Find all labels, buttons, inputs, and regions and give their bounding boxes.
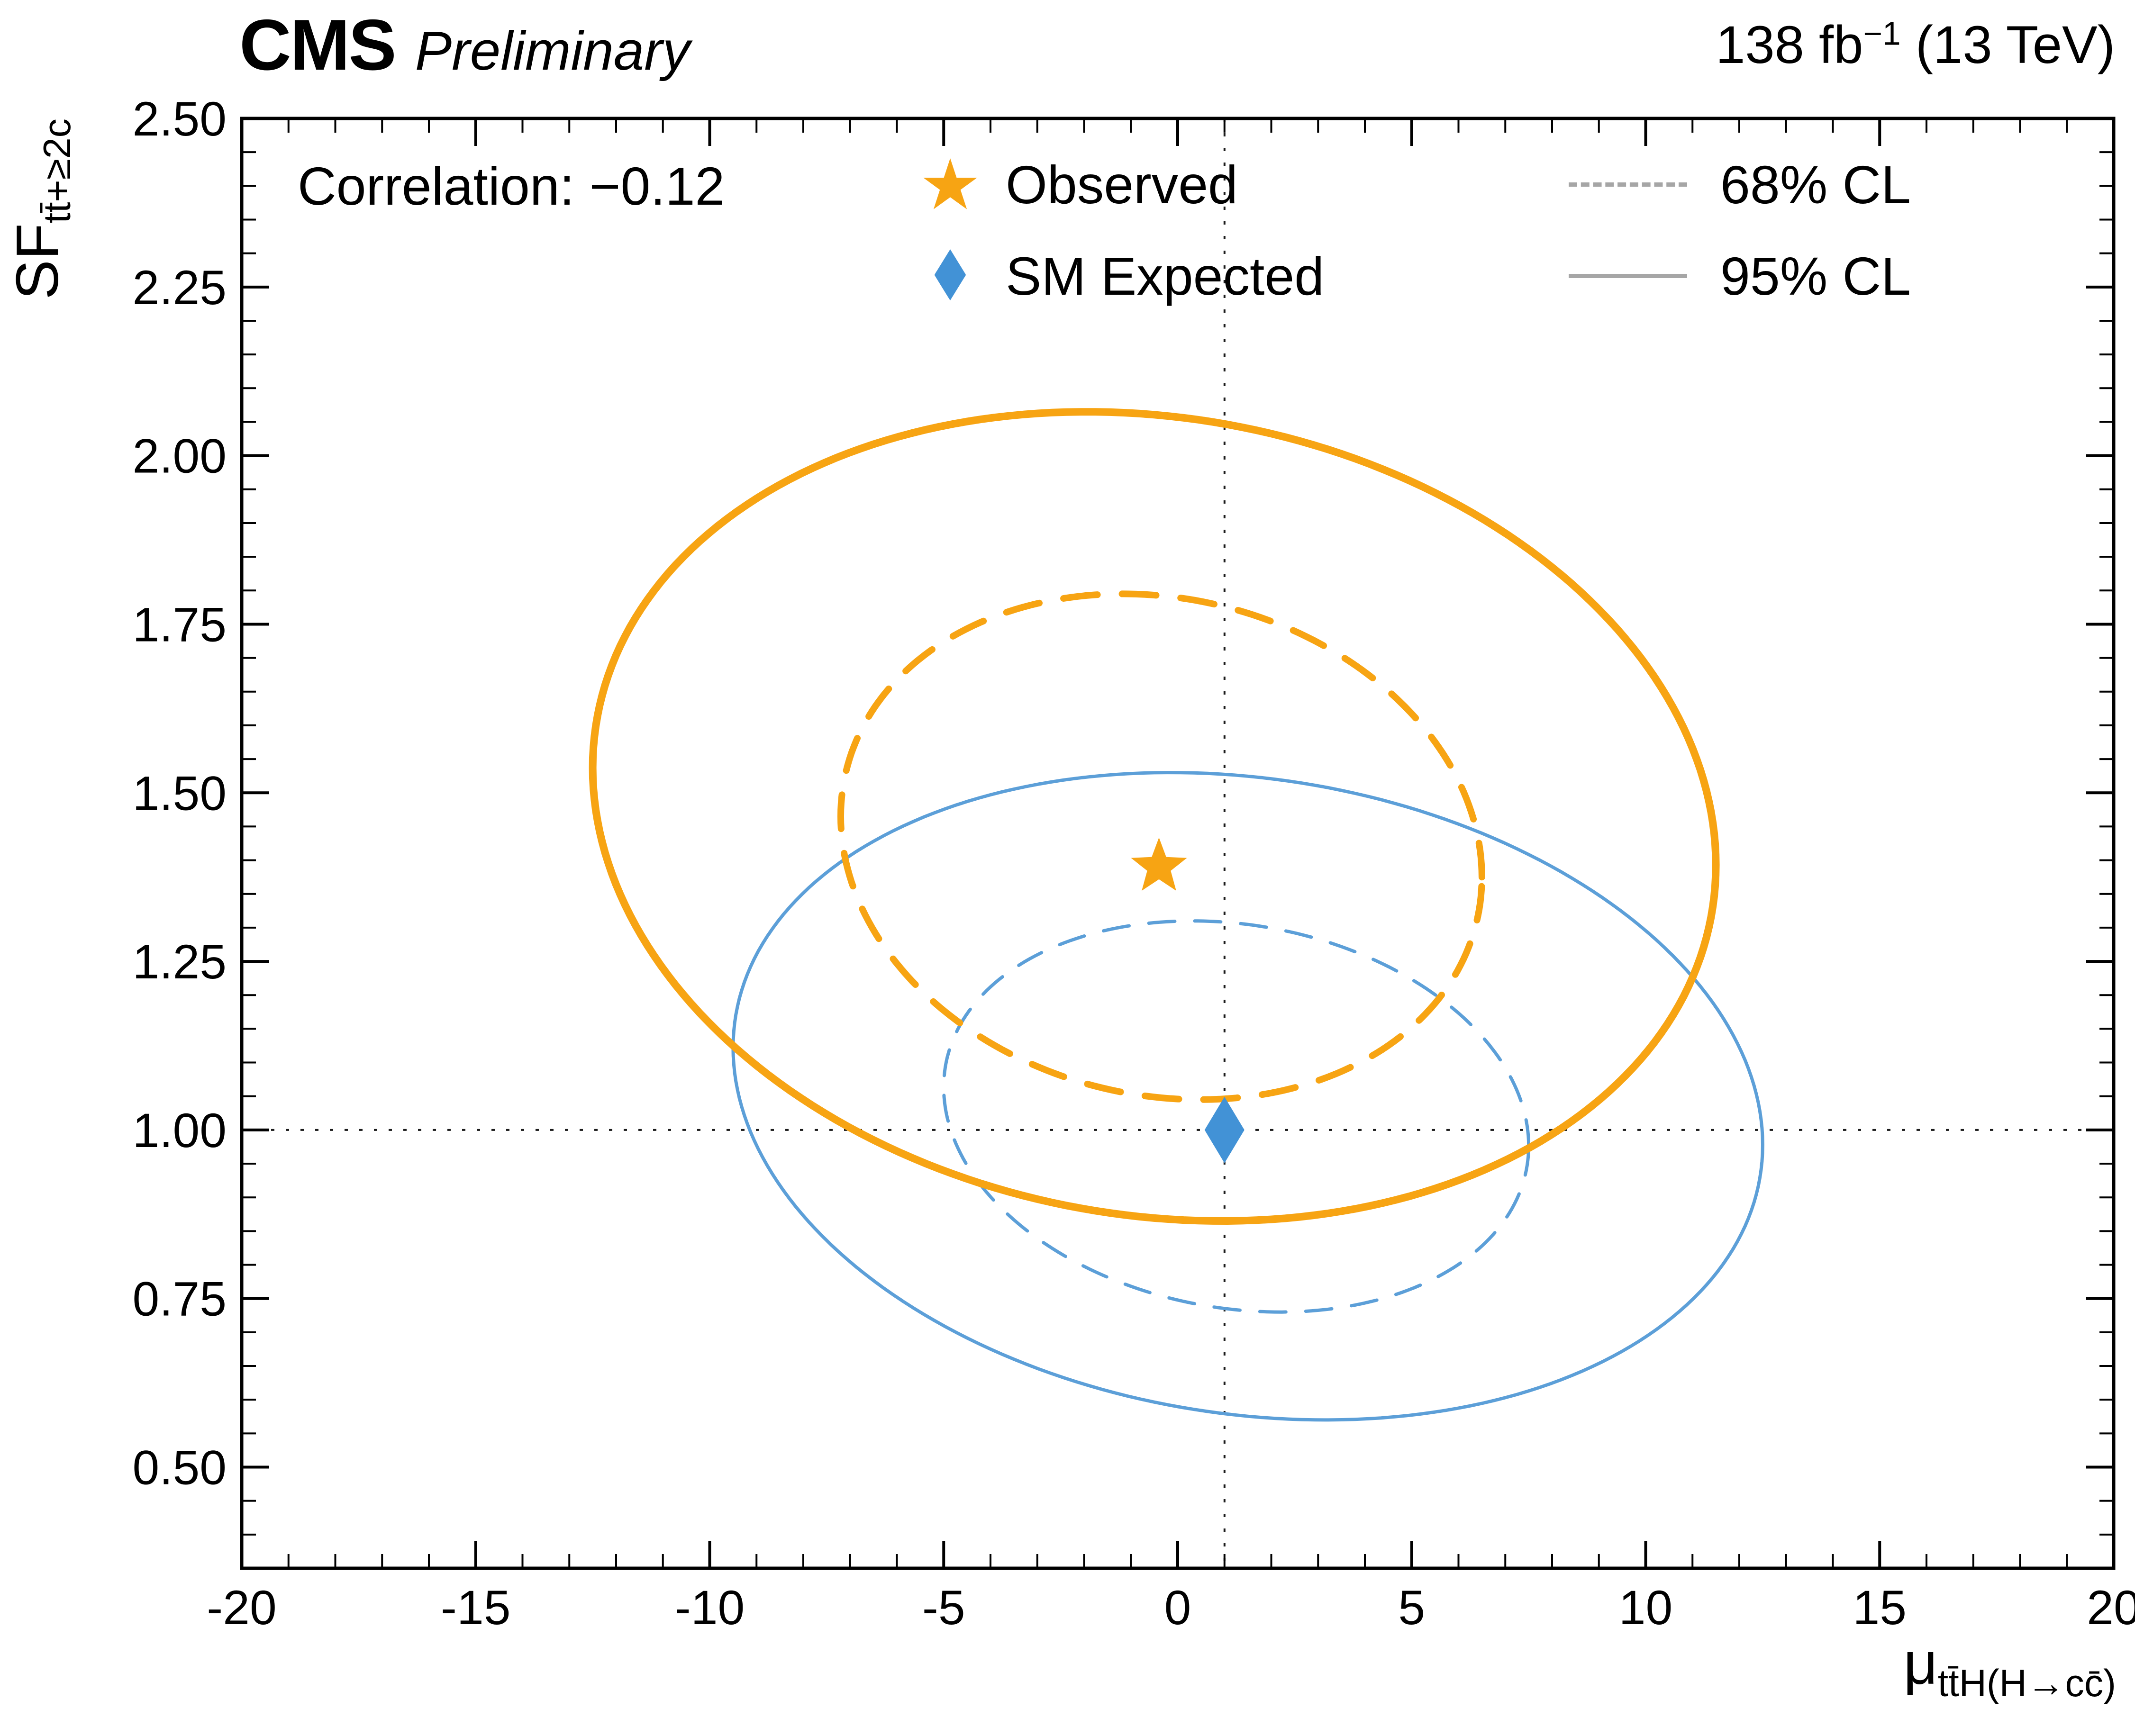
x-axis-title: μtt̄H(H→cc̄) <box>1903 1629 2116 1706</box>
correlation-annotation: Correlation: −0.12 <box>298 156 725 216</box>
lumi-value: 138 fb <box>1716 15 1863 74</box>
observed-68-contour <box>837 590 1485 1103</box>
legend-observed-label: Observed <box>1006 154 1238 215</box>
legend-item-95cl: 95% CL <box>1569 239 1911 313</box>
observed-95-contour <box>589 408 1720 1225</box>
legend-expected-label: SM Expected <box>1006 246 1325 306</box>
x-tick-label: 10 <box>1619 1581 1672 1635</box>
x-tick-label: -15 <box>441 1581 510 1635</box>
x-tick-label: 20 <box>2087 1581 2135 1635</box>
plot-frame <box>240 117 2116 1570</box>
lumi-energy: (13 TeV) <box>1900 15 2115 74</box>
expected-68-contour <box>942 919 1531 1314</box>
legend-item-68cl: 68% CL <box>1569 148 1911 221</box>
preliminary-label: Preliminary <box>415 20 690 81</box>
y-tick-label: 1.00 <box>132 1103 227 1157</box>
legend-item-observed: ★ Observed <box>900 148 1238 221</box>
solid-line-icon <box>1569 274 1687 278</box>
y-axis-title-sub: tt̄+≥2c <box>36 118 79 224</box>
cms-logo-text: CMS <box>239 5 397 85</box>
legend-95cl-label: 95% CL <box>1720 246 1911 306</box>
y-axis-title-main: SF <box>4 223 71 300</box>
header: CMS Preliminary <box>239 4 690 87</box>
x-tick-label: 15 <box>1853 1581 1907 1635</box>
legend-68cl-label: 68% CL <box>1720 154 1911 215</box>
y-tick-label: 0.75 <box>132 1272 227 1326</box>
observed-best-fit-marker <box>1131 837 1187 891</box>
sm-expected-marker <box>1204 1096 1245 1163</box>
x-axis-title-sub: tt̄H(H→cc̄) <box>1937 1662 2116 1705</box>
lumi-exponent: −1 <box>1863 15 1901 52</box>
y-tick-label: 2.00 <box>132 429 227 483</box>
star-icon: ★ <box>918 144 982 226</box>
y-tick-label: 2.25 <box>132 261 227 315</box>
y-tick-label: 2.50 <box>132 92 227 146</box>
x-tick-label: -5 <box>922 1581 965 1635</box>
x-tick-label: -20 <box>207 1581 276 1635</box>
x-axis-title-main: μ <box>1903 1630 1938 1697</box>
legend-item-expected: ♦ SM Expected <box>900 239 1324 313</box>
x-tick-label: -10 <box>675 1581 745 1635</box>
x-tick-label: 0 <box>1164 1581 1191 1635</box>
y-tick-label: 1.75 <box>132 597 227 651</box>
y-tick-label: 1.25 <box>132 935 227 989</box>
diamond-icon: ♦ <box>925 235 976 317</box>
dashed-line-icon <box>1569 182 1687 187</box>
y-tick-label: 0.50 <box>132 1441 227 1495</box>
y-axis-title: SFtt̄+≥2c <box>2 118 79 425</box>
y-tick-label: 1.50 <box>132 766 227 820</box>
lumi-label: 138 fb−1 (13 TeV) <box>1716 14 2115 75</box>
x-tick-label: 5 <box>1398 1581 1425 1635</box>
